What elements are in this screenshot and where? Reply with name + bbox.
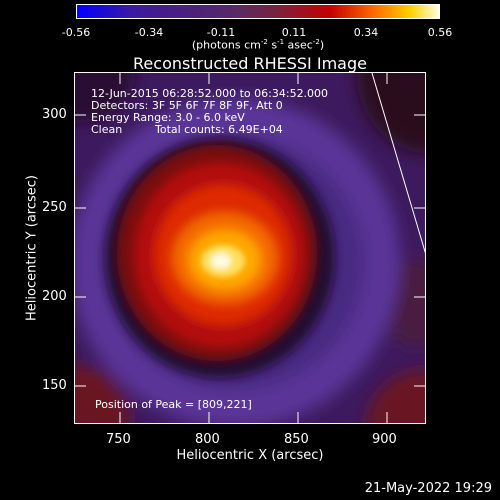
peak-position: Position of Peak = [809,221]	[95, 398, 252, 411]
colorbar-tick: 0.56	[427, 26, 453, 39]
energy-range: Energy Range: 3.0 - 6.0 keV	[91, 111, 245, 124]
colorbar-tick: 0.34	[353, 26, 379, 39]
axis-ticks	[74, 72, 426, 424]
colorbar-units: (photons cm-2 s-1 asec-2)	[191, 38, 325, 52]
colorbar	[76, 4, 440, 19]
y-tick-label: 300	[42, 107, 67, 122]
plot-title: Reconstructed RHESSI Image	[133, 54, 367, 73]
x-tick-label: 900	[372, 432, 397, 447]
x-tick-label: 850	[284, 432, 309, 447]
total-counts: Total counts: 6.49E+04	[155, 123, 283, 136]
x-tick-label: 750	[106, 432, 131, 447]
time-range: 12-Jun-2015 06:28:52.000 to 06:34:52.000	[91, 87, 329, 100]
colorbar-tick: -0.56	[61, 26, 91, 39]
colorbar-tick: -0.11	[206, 26, 236, 39]
y-tick-label: 250	[42, 200, 67, 215]
x-tick-label: 800	[195, 432, 220, 447]
y-tick-label: 150	[42, 378, 67, 393]
y-axis-label: Heliocentric Y (arcsec)	[24, 175, 40, 321]
timestamp: 21-May-2022 19:29	[364, 481, 492, 496]
solar-image	[75, 73, 425, 423]
method-label: Clean	[91, 123, 123, 136]
detectors-info: Detectors: 3F 5F 6F 7F 8F 9F, Att 0	[91, 99, 283, 112]
x-axis-label: Heliocentric X (arcsec)	[176, 448, 324, 463]
image-plot: 12-Jun-2015 06:28:52.000 to 06:34:52.000…	[74, 72, 426, 424]
y-tick-label: 200	[42, 289, 67, 304]
colorbar-tick: 0.11	[281, 26, 307, 39]
colorbar-tick: -0.34	[134, 26, 164, 39]
